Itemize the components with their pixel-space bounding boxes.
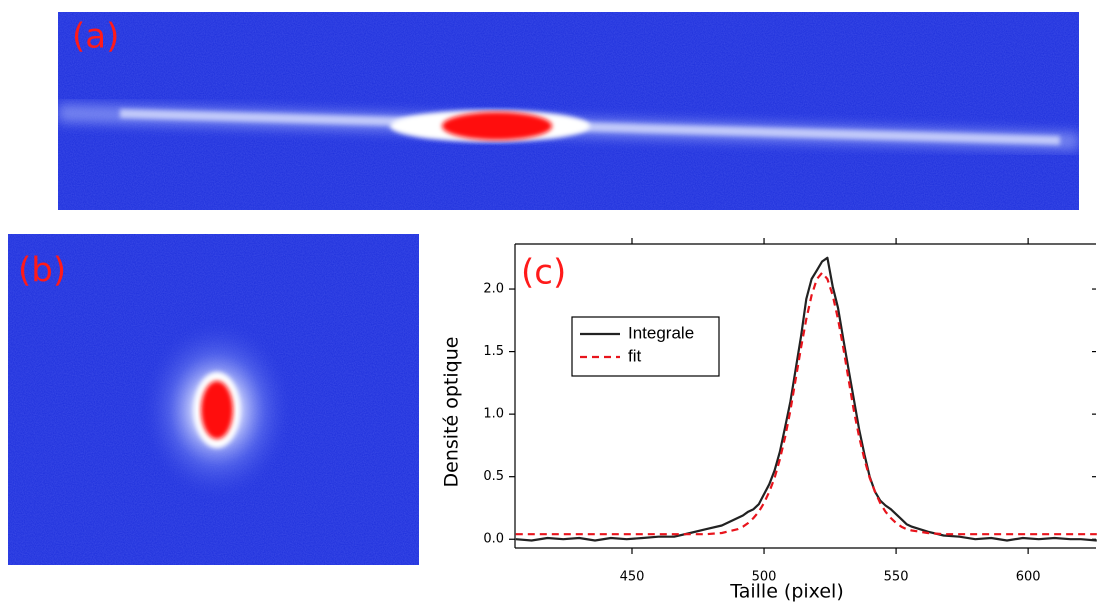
image-a: (a) [58,12,1079,210]
y-tick-label: 1.0 [483,407,504,422]
x-tick-label: 550 [884,570,909,585]
x-axis-label: Taille (pixel) [729,581,843,603]
legend-label: fit [628,346,642,365]
panel-label: (a) [72,17,119,57]
y-tick-label: 0.5 [483,469,504,484]
y-tick-label: 1.5 [483,344,504,359]
x-tick-label: 500 [752,570,777,585]
series-line [515,256,1097,542]
chart-c: (c) Taille (pixel) Densité optique 450 50… [441,238,1097,603]
series-line [515,271,1097,536]
y-tick-label: 0.0 [483,532,504,547]
image-b: (b) [8,234,419,565]
legend: Integrale fit [571,316,720,377]
x-tick-label: 450 [620,570,645,585]
panel-label: (b) [18,251,66,291]
legend-box [571,316,720,377]
legend-label: Integrale [628,323,694,342]
y-axis-label: Densité optique [441,337,463,488]
y-tick-label: 2.0 [483,282,504,297]
x-tick-label: 600 [1016,570,1041,585]
panel-label: (c) [521,253,566,293]
